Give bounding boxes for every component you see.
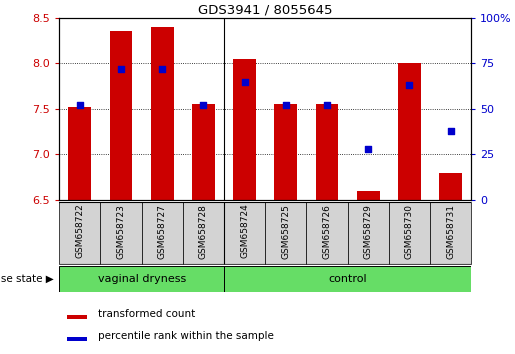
Text: GSM658727: GSM658727 [158, 204, 167, 258]
Point [199, 102, 208, 108]
Point [76, 102, 84, 108]
Text: GSM658726: GSM658726 [322, 204, 332, 258]
Bar [316, 104, 338, 200]
Bar [233, 59, 256, 200]
Bar [67, 337, 87, 341]
Point [117, 66, 125, 72]
Bar [439, 173, 462, 200]
Bar [348, 202, 389, 264]
Text: GSM658728: GSM658728 [199, 204, 208, 258]
Bar [192, 104, 215, 200]
Text: GSM658730: GSM658730 [405, 204, 414, 259]
Text: vaginal dryness: vaginal dryness [97, 274, 186, 284]
Text: GSM658729: GSM658729 [364, 204, 373, 258]
Bar [265, 202, 306, 264]
Bar [110, 32, 132, 200]
Bar [274, 104, 297, 200]
Bar [68, 107, 91, 200]
Bar [430, 202, 471, 264]
Point [364, 146, 372, 152]
Point [323, 102, 331, 108]
Point [158, 66, 166, 72]
Bar [398, 63, 421, 200]
Bar [183, 202, 224, 264]
Text: GSM658725: GSM658725 [281, 204, 290, 258]
Bar [142, 202, 183, 264]
Text: disease state ▶: disease state ▶ [0, 274, 54, 284]
Text: GSM658724: GSM658724 [240, 204, 249, 258]
Bar [100, 202, 142, 264]
Bar [357, 191, 380, 200]
Text: GSM658722: GSM658722 [75, 204, 84, 258]
Title: GDS3941 / 8055645: GDS3941 / 8055645 [198, 4, 333, 17]
Bar [67, 315, 87, 319]
Text: percentile rank within the sample: percentile rank within the sample [97, 331, 273, 341]
Point [241, 79, 249, 84]
Text: control: control [329, 274, 367, 284]
Bar [151, 27, 174, 200]
Bar [59, 202, 100, 264]
Point [405, 82, 414, 88]
Text: transformed count: transformed count [97, 309, 195, 319]
Bar [59, 266, 224, 292]
Text: GSM658723: GSM658723 [116, 204, 126, 258]
Point [447, 128, 455, 133]
Bar [306, 202, 348, 264]
Bar [389, 202, 430, 264]
Point [282, 102, 290, 108]
Text: GSM658731: GSM658731 [446, 204, 455, 259]
Bar [224, 202, 265, 264]
Bar [224, 266, 471, 292]
